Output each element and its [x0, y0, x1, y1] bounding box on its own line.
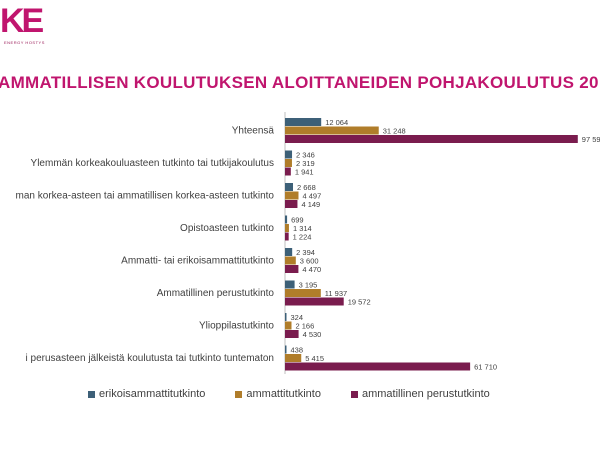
data-label: 3 195 — [299, 281, 318, 290]
data-label: 4 149 — [301, 200, 320, 209]
data-label: 4 530 — [303, 330, 322, 339]
bar-ammattitutkinto — [285, 159, 292, 167]
data-label: 4 470 — [302, 265, 321, 274]
category-label: man korkea-asteen tai ammatillisen korke… — [16, 191, 275, 202]
bar-ammattitutkinto — [285, 354, 302, 362]
bar-ammattitutkinto — [285, 191, 299, 200]
legend-item: erikoisammattitutkinto — [88, 388, 205, 400]
data-label: 3 600 — [300, 257, 319, 266]
bar-ammattitutkinto — [285, 126, 379, 135]
category-label: Ammatillinen perustutkinto — [157, 288, 275, 299]
data-label: 2 394 — [296, 248, 315, 257]
brand-logo: KE — [0, 2, 44, 40]
bar-erikoisammattitutkinto — [285, 118, 322, 126]
bar-ammatillinen-perustutkinto — [285, 167, 291, 176]
bar-erikoisammattitutkinto — [285, 313, 287, 321]
data-label: 31 248 — [383, 127, 406, 136]
legend-label: ammattitutkinto — [246, 388, 321, 400]
data-label: 438 — [291, 346, 304, 355]
data-label: 2 166 — [295, 322, 314, 331]
legend-swatch — [88, 390, 95, 398]
bar-ammatillinen-perustutkinto — [285, 297, 344, 306]
data-label: 5 415 — [305, 354, 324, 363]
legend-label: erikoisammattitutkinto — [99, 388, 206, 400]
bar-ammatillinen-perustutkinto — [285, 265, 299, 273]
data-label: 2 346 — [296, 151, 315, 160]
data-label: 19 572 — [348, 298, 371, 307]
data-label: 1 314 — [293, 224, 312, 233]
bar-erikoisammattitutkinto — [285, 215, 288, 224]
data-label: 699 — [291, 216, 304, 225]
bar-ammatillinen-perustutkinto — [285, 200, 298, 208]
bar-ammatillinen-perustutkinto — [285, 362, 471, 371]
category-label: Ylioppilastutkinto — [199, 321, 274, 332]
data-label: 12 064 — [325, 118, 348, 127]
bar-ammatillinen-perustutkinto — [285, 135, 578, 143]
category-label: Yhteensä — [232, 126, 275, 137]
data-label: 1 224 — [293, 233, 312, 242]
category-label: Opistoasteen tutkinto — [180, 223, 274, 234]
category-label: Ylemmän korkeakouluasteen tutkinto tai t… — [31, 158, 274, 169]
chart-legend: erikoisammattitutkinto ammattitutkinto amm… — [88, 388, 490, 400]
legend-label: ammatillinen perustutkinto — [361, 388, 490, 400]
bar-chart: Yhteensä 12 064 31 248 97 59 Ylemmän korkeak… — [16, 112, 600, 374]
category-label: i perusasteen jälkeistä koulutusta tai t… — [26, 353, 274, 364]
bar-ammattitutkinto — [285, 321, 292, 330]
brand-logo-subtext: ENERGY HOSTYS — [4, 40, 45, 45]
data-label: 4 497 — [302, 192, 321, 201]
bar-ammattitutkinto — [285, 224, 289, 232]
brand-logo-text: KE — [0, 2, 44, 40]
bar-ammattitutkinto — [285, 289, 321, 297]
legend-swatch — [350, 390, 358, 398]
data-label: 324 — [291, 313, 304, 322]
data-label: 11 937 — [325, 289, 347, 298]
data-label: 2 668 — [297, 183, 316, 192]
chart-title: AMMATILLISEN KOULUTUKSEN ALOITTANEIDEN P… — [0, 73, 599, 92]
category-label: Ammatti- tai erikoisammattitutkinto — [121, 256, 274, 267]
bar-ammatillinen-perustutkinto — [285, 330, 299, 338]
data-label: 1 941 — [295, 168, 314, 177]
data-label: 97 59 — [582, 135, 600, 144]
legend-item: ammatillinen perustutkinto — [350, 388, 490, 400]
bar-erikoisammattitutkinto — [285, 150, 293, 159]
bar-erikoisammattitutkinto — [285, 280, 295, 289]
bar-ammatillinen-perustutkinto — [285, 232, 289, 241]
bar-erikoisammattitutkinto — [285, 345, 287, 354]
bar-ammattitutkinto — [285, 256, 296, 265]
data-label: 2 319 — [296, 159, 315, 168]
bar-erikoisammattitutkinto — [285, 248, 293, 256]
legend-item: ammattitutkinto — [235, 388, 321, 400]
data-label: 61 710 — [474, 363, 497, 372]
legend-swatch — [235, 390, 243, 398]
bar-erikoisammattitutkinto — [285, 183, 294, 191]
